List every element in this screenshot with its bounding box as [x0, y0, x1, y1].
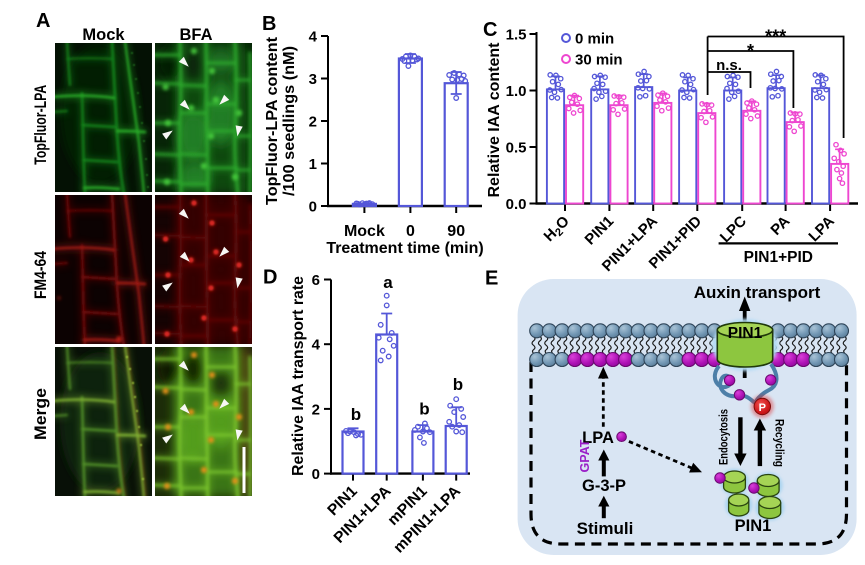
- svg-text:a: a: [383, 273, 393, 292]
- svg-text:Relative IAA content: Relative IAA content: [486, 43, 503, 198]
- svg-text:Auxin transport: Auxin transport: [694, 283, 821, 302]
- svg-text:n.s.: n.s.: [716, 57, 742, 74]
- svg-text:0 min: 0 min: [575, 31, 614, 48]
- svg-text:0.0: 0.0: [506, 196, 527, 213]
- svg-text:PIN1: PIN1: [735, 517, 772, 535]
- svg-text:0: 0: [312, 466, 320, 483]
- svg-text:Treatment time (min): Treatment time (min): [326, 240, 483, 257]
- svg-text:P: P: [759, 402, 766, 414]
- svg-text:Mock: Mock: [82, 26, 125, 44]
- svg-text:PIN1+PID: PIN1+PID: [744, 249, 813, 266]
- svg-text:G-3-P: G-3-P: [582, 477, 626, 495]
- svg-text:GPAT: GPAT: [578, 439, 592, 472]
- svg-text:Mock: Mock: [344, 223, 385, 240]
- svg-text:FM4-64: FM4-64: [31, 251, 50, 299]
- svg-text:TopFluor-LPA: TopFluor-LPA: [31, 85, 50, 165]
- svg-text:b: b: [453, 375, 463, 394]
- svg-text:D: D: [263, 267, 277, 289]
- svg-text:A: A: [36, 10, 50, 32]
- svg-text:0.5: 0.5: [506, 140, 527, 157]
- svg-text:2: 2: [312, 401, 320, 418]
- svg-text:BFA: BFA: [180, 26, 213, 44]
- svg-text:*: *: [747, 41, 754, 61]
- svg-text:b: b: [351, 405, 361, 424]
- svg-text:0: 0: [309, 199, 317, 216]
- svg-text:PIN1: PIN1: [728, 325, 763, 342]
- svg-text:Merge: Merge: [31, 388, 50, 440]
- svg-text:1: 1: [309, 156, 317, 173]
- svg-text:4: 4: [312, 337, 321, 354]
- svg-text:Relative IAA transport rate: Relative IAA transport rate: [290, 276, 307, 476]
- svg-text:30 min: 30 min: [575, 52, 623, 69]
- svg-text:Recycling: Recycling: [773, 419, 785, 467]
- svg-text:/100 seedlings (nM): /100 seedlings (nM): [281, 46, 298, 196]
- svg-text:B: B: [262, 13, 276, 35]
- svg-text:6: 6: [312, 272, 320, 289]
- svg-text:***: ***: [765, 27, 786, 47]
- svg-text:2: 2: [309, 114, 317, 131]
- svg-text:Stimuli: Stimuli: [577, 519, 634, 538]
- svg-text:b: b: [419, 400, 429, 419]
- svg-text:1.0: 1.0: [506, 83, 527, 100]
- svg-text:C: C: [483, 19, 497, 41]
- svg-text:Endocytosis: Endocytosis: [719, 409, 731, 465]
- svg-text:4: 4: [309, 29, 318, 46]
- svg-text:TopFluor-LPA content: TopFluor-LPA content: [264, 37, 281, 205]
- svg-text:90: 90: [447, 223, 465, 240]
- svg-text:3: 3: [309, 71, 317, 88]
- svg-text:E: E: [485, 268, 498, 290]
- svg-text:0: 0: [406, 223, 415, 240]
- svg-text:LPA: LPA: [582, 429, 614, 447]
- svg-text:1.5: 1.5: [506, 27, 527, 44]
